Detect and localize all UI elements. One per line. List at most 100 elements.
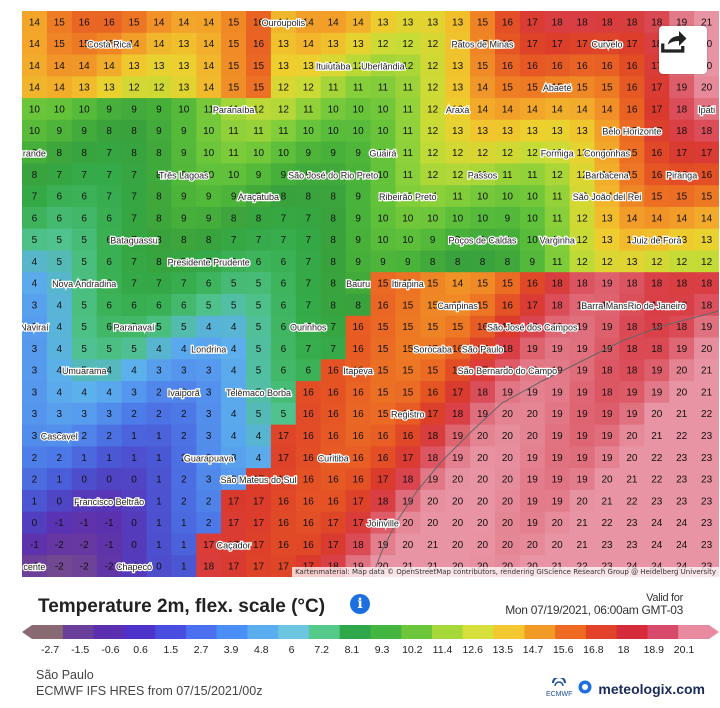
temp-value: 18 [577,17,589,28]
temp-cell [96,272,123,295]
temperature-map[interactable]: 14 15 16 16 15 14 14 14 15 16 14 14 14 14 13 13 13 13 15 16… [22,11,719,577]
temp-value: 15 [228,17,240,28]
temp-cell [644,511,670,535]
temp-value: 18 [601,17,613,28]
city-label[interactable]: Juiz de Fora [631,234,683,247]
temp-value: 4 [231,409,237,420]
city-label[interactable]: Registro [390,408,426,421]
city-label[interactable]: Poços de Caldas [447,234,518,247]
city-label[interactable]: Barbacena [584,169,630,182]
city-label[interactable]: Ituiutaba [315,60,352,73]
temp-value: 6 [256,257,262,268]
city-label[interactable]: Curvelo [590,38,624,51]
city-label[interactable]: Belo Horizonte [601,125,663,138]
city-label[interactable]: Caçador [215,539,252,552]
share-button[interactable] [659,26,707,74]
temp-value: 11 [403,83,414,94]
city-label[interactable]: São João del Rei [571,191,642,204]
map-canvas[interactable]: 14 15 16 16 15 14 14 14 15 16 14 14 14 14 13 13 13 13 15 16… [22,11,719,577]
city-label[interactable]: Paranaíba [212,104,256,117]
city-label[interactable]: Joinville [366,517,401,530]
city-label[interactable]: Araçatuba [237,191,281,204]
city-label[interactable]: Ouroupolis [260,17,307,30]
city-label[interactable]: Londrina [190,343,228,356]
city-label[interactable]: Curitiba [316,452,350,465]
city-label[interactable]: Sorocaba [412,343,453,356]
temp-cell [594,76,620,99]
city-label[interactable]: São Paulo [460,343,504,356]
temp-value: 19 [552,344,564,355]
city-label[interactable]: São José dos Campos [486,321,580,334]
city-label[interactable]: Itapeva [342,365,374,378]
city-label[interactable]: Ourinhos [289,321,329,334]
temp-cell [519,402,546,426]
temp-value: 19 [427,475,439,486]
temp-value: 12 [427,83,439,94]
city-label[interactable]: Passos [466,169,499,182]
temp-cell [395,98,421,121]
temp-value: 6 [281,366,287,377]
city-label[interactable]: Cascavel [40,430,80,443]
city-label[interactable]: Abaeté [542,82,573,95]
city-label[interactable]: Três Lagoas [158,169,211,182]
temp-cell [519,533,546,556]
temp-cell [295,76,322,99]
temp-value: 17 [577,39,589,50]
temp-value: 20 [552,518,564,529]
temp-value: 14 [601,126,613,137]
city-label[interactable]: Telêmaco Borba [225,387,293,400]
city-label[interactable]: Araxá [445,104,471,117]
city-label[interactable]: Guairá [368,147,398,160]
temp-value: 4 [32,279,38,290]
city-label[interactable]: Varginha [538,234,576,247]
city-label[interactable]: rande [22,147,47,160]
temp-value: 15 [477,279,489,290]
city-label[interactable]: Piranga [665,169,699,182]
info-icon[interactable]: i [350,594,370,614]
city-label[interactable]: São Mateus do Sul [219,474,298,487]
city-label[interactable]: Bauru [345,278,372,291]
city-label[interactable]: Barra Mansa [580,300,634,313]
city-label[interactable]: Ribeirão Preto [378,191,438,204]
temp-cell [569,424,596,447]
temp-cell [569,250,596,273]
temp-value: 23 [626,518,638,529]
city-label[interactable]: Costa Rica [86,38,133,51]
city-label[interactable]: Paranavaí [112,321,156,334]
city-label[interactable]: Campinas [436,300,480,313]
temp-value: 15 [626,170,638,181]
temp-value: 2 [181,496,187,507]
city-label[interactable]: Chapecó [115,561,154,574]
temp-cell [470,228,496,252]
brand[interactable]: ECMWF meteologix.com [546,676,705,699]
temp-cell [345,119,372,143]
scale-segment [647,625,679,639]
temp-value: 20 [477,431,489,442]
temp-cell [420,206,446,230]
temp-cell [495,141,521,164]
scale-segment [32,625,64,639]
city-label[interactable]: Francisco Beltrão [73,496,146,509]
city-label[interactable]: Ipati [697,104,717,117]
city-label[interactable]: Uberlândia [360,60,406,73]
temp-cell [270,511,297,535]
temp-cell [669,185,695,208]
city-label[interactable]: Rio de Janeiro [627,300,688,313]
temp-cell [295,206,322,230]
city-label[interactable]: São Bernardo do Campo [456,365,558,378]
city-label[interactable]: Itirapina [391,278,426,291]
city-label[interactable]: Formiga [539,147,575,160]
city-label[interactable]: Ivaiporã [167,387,202,400]
city-label[interactable]: Umuarama [61,365,108,378]
city-label[interactable]: Bataguassu [109,234,159,247]
city-label[interactable]: Presidente Prudente [166,256,251,269]
city-label[interactable]: Nova Andradina [51,278,118,291]
city-label[interactable]: Guarapuava [183,452,235,465]
city-label[interactable]: Patos de Minas [450,38,515,51]
city-label[interactable]: São José do Rio Preto [287,169,380,182]
city-label[interactable]: Congonhas [583,147,632,160]
temp-cell [146,424,172,447]
city-label[interactable]: cente [22,561,47,574]
city-label[interactable]: Naviraí [22,321,50,334]
temp-cell [544,54,571,77]
